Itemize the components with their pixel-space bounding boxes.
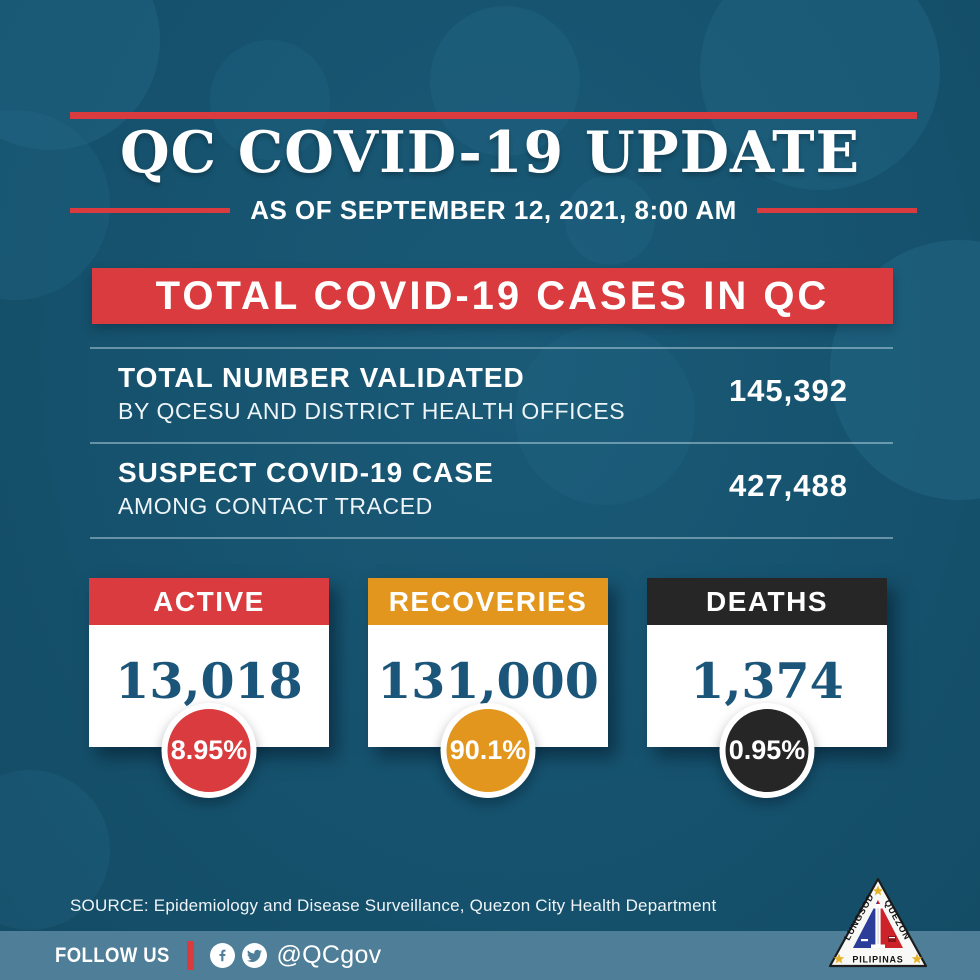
stat-row-validated: TOTAL NUMBER VALIDATED BY QCESU AND DIST… [118, 362, 625, 425]
as-of-date-row: AS OF SEPTEMBER 12, 2021, 8:00 AM [70, 194, 917, 225]
card-active-percent-badge: 8.95% [161, 703, 257, 798]
source-attribution: SOURCE: Epidemiology and Disease Surveil… [70, 896, 717, 915]
stat-value-validated: 145,392 [728, 373, 848, 408]
page-title: QC COVID-19 UPDATE [119, 119, 861, 186]
facebook-icon[interactable] [210, 943, 236, 968]
divider [90, 537, 893, 539]
social-icons [210, 943, 268, 968]
stat-sublabel: AMONG CONTACT TRACED [118, 493, 433, 520]
card-active-header: ACTIVE [89, 578, 329, 625]
stat-row-suspect: SUSPECT COVID-19 CASE AMONG CONTACT TRAC… [118, 457, 494, 520]
card-deaths-header: DEATHS [647, 578, 887, 625]
stat-label: SUSPECT COVID-19 CASE [118, 457, 494, 488]
divider [90, 442, 893, 444]
card-deaths-value: 1,374 [690, 652, 844, 710]
follow-us-label: FOLLOW US [55, 943, 170, 967]
card-deaths-percent: 0.95% [728, 735, 806, 765]
social-handle[interactable]: @QCgov [276, 941, 382, 969]
date-rule-left [70, 207, 231, 213]
header-top-rule [70, 112, 917, 119]
as-of-date: AS OF SEPTEMBER 12, 2021, 8:00 AM [250, 194, 737, 225]
divider [90, 347, 893, 349]
card-active-value: 13,018 [115, 652, 303, 710]
seal-text-bottom: PILIPINAS [852, 955, 903, 965]
card-deaths-label: DEATHS [705, 585, 829, 617]
card-recoveries-percent: 90.1% [449, 735, 527, 765]
card-recoveries: RECOVERIES 131,000 90.1% [368, 578, 608, 798]
footer-bar: FOLLOW US @QCgov [0, 931, 980, 980]
stat-value-suspect: 427,488 [728, 468, 848, 503]
date-rule-right [756, 207, 917, 213]
footer-separator [187, 941, 195, 970]
twitter-icon[interactable] [242, 943, 268, 968]
stat-sublabel: BY QCESU AND DISTRICT HEALTH OFFICES [118, 398, 626, 425]
card-recoveries-header: RECOVERIES [368, 578, 608, 625]
card-active-label: ACTIVE [153, 585, 265, 617]
stat-label: TOTAL NUMBER VALIDATED [118, 362, 525, 393]
section-banner-label: TOTAL COVID-19 CASES IN QC [155, 273, 830, 318]
card-recoveries-percent-badge: 90.1% [440, 703, 536, 798]
section-banner: TOTAL COVID-19 CASES IN QC [92, 268, 893, 324]
card-recoveries-label: RECOVERIES [388, 585, 588, 617]
card-active-percent: 8.95% [170, 735, 248, 765]
card-recoveries-value: 131,000 [377, 652, 599, 710]
card-deaths-percent-badge: 0.95% [719, 703, 815, 798]
card-deaths: DEATHS 1,374 0.95% [647, 578, 887, 798]
card-active: ACTIVE 13,018 8.95% [89, 578, 329, 798]
quezon-city-seal: LUNGSOD QUEZON PILIPINAS [828, 877, 928, 968]
